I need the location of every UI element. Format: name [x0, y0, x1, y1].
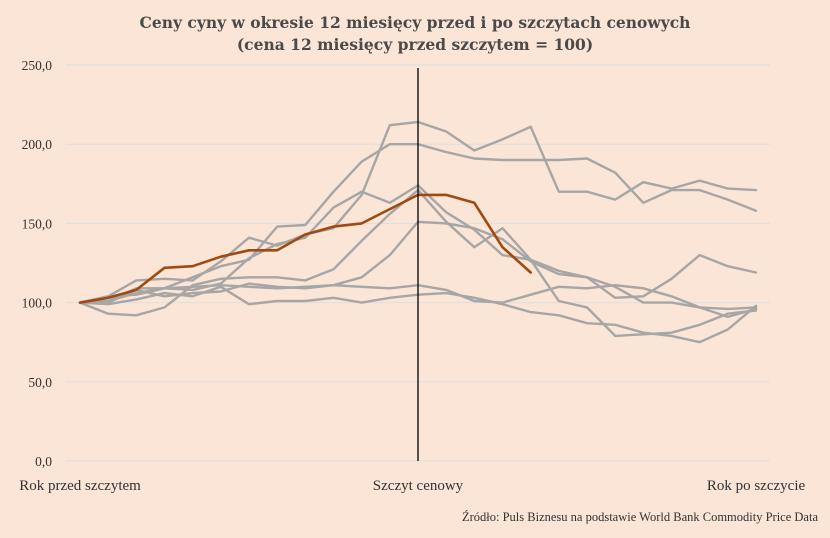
x-axis-label: Rok po szczycie	[707, 478, 806, 494]
y-tick-label: 0,0	[35, 454, 52, 469]
y-tick-label: 200,0	[22, 137, 53, 152]
y-tick-label: 150,0	[22, 216, 53, 231]
x-axis-label: Szczyt cenowy	[373, 478, 464, 494]
x-axis-label: Rok przed szczytem	[19, 478, 141, 494]
y-tick-label: 100,0	[22, 296, 53, 311]
chart-title: Ceny cyny w okresie 12 miesięcy przed i …	[139, 13, 691, 32]
y-tick-label: 50,0	[28, 375, 52, 390]
x-axis-labels: Rok przed szczytem Szczyt cenowy Rok po sz…	[19, 478, 805, 494]
y-axis-ticks: 0,0 50,0 100,0 150,0 200,0 250,0	[22, 58, 53, 469]
source-note: Źródło: Puls Biznesu na podstawie World …	[461, 510, 818, 524]
chart-subtitle: (cena 12 miesięcy przed szczytem = 100)	[236, 35, 594, 54]
y-tick-label: 250,0	[22, 58, 53, 73]
series-line-current	[78, 193, 533, 304]
